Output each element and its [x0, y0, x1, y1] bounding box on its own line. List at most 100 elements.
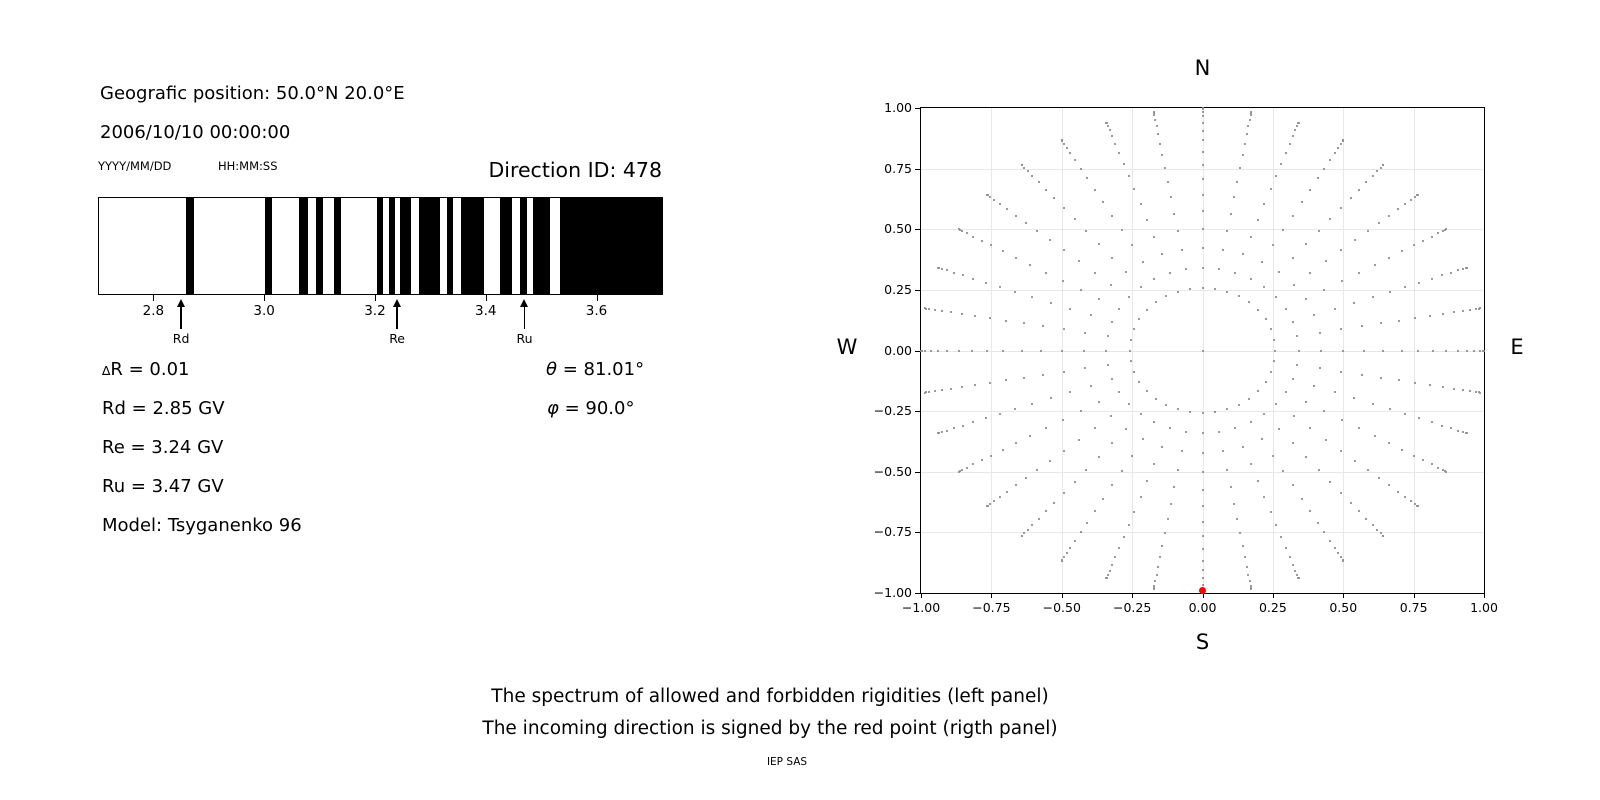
- direction-grid-dot: [1404, 413, 1407, 416]
- direction-grid-dot: [1079, 410, 1082, 413]
- direction-grid-dot: [1277, 270, 1280, 273]
- direction-grid-dot: [921, 349, 924, 352]
- direction-grid-dot: [1152, 110, 1155, 113]
- y-axis-tick-label: −1.00: [873, 585, 912, 600]
- direction-grid-dot: [1201, 110, 1204, 113]
- direction-grid-dot: [980, 459, 983, 462]
- direction-grid-dot: [1237, 295, 1240, 298]
- direction-grid-dot: [1053, 501, 1056, 504]
- direction-grid-dot: [1428, 315, 1431, 317]
- direction-grid-dot: [1053, 197, 1056, 200]
- direction-grid-dot: [972, 235, 975, 238]
- y-axis-tick: [915, 411, 920, 413]
- direction-grid-dot: [945, 429, 948, 432]
- direction-grid-dot: [1445, 349, 1448, 352]
- direction-grid-dot: [1284, 390, 1287, 393]
- direction-grid-dot: [1139, 413, 1142, 416]
- y-axis-tick-label: −0.50: [873, 463, 912, 479]
- y-axis-tick-label: 0.75: [884, 160, 912, 176]
- x-axis-tick: [1061, 593, 1063, 598]
- direction-grid-dot: [1114, 556, 1117, 559]
- direction-grid-dot: [1422, 239, 1425, 242]
- x-axis-tick-label: −0.50: [1042, 600, 1081, 615]
- direction-grid-dot: [1082, 349, 1085, 352]
- direction-grid-dot: [1388, 214, 1391, 217]
- direction-grid-dot: [1044, 188, 1047, 191]
- direction-grid-dot: [1441, 385, 1444, 388]
- forbidden-band: [377, 198, 384, 294]
- direction-grid-dot: [974, 315, 977, 317]
- direction-grid-dot: [925, 391, 928, 394]
- direction-grid-dot: [1360, 373, 1363, 376]
- direction-grid-dot: [1249, 584, 1252, 587]
- direction-grid-dot: [1417, 193, 1420, 196]
- direction-grid-dot: [1309, 510, 1312, 513]
- direction-grid-dot: [1105, 349, 1108, 352]
- x-axis-tick-label: 3.6: [585, 303, 608, 319]
- direction-grid-dot: [998, 203, 1001, 206]
- forbidden-band: [315, 198, 323, 294]
- direction-grid-dot: [1062, 207, 1065, 210]
- direction-grid-dot: [1105, 121, 1108, 124]
- direction-grid-dot: [924, 307, 927, 310]
- direction-grid-dot: [1049, 459, 1052, 462]
- direction-grid-dot: [1222, 248, 1225, 251]
- direction-grid-dot: [1146, 480, 1149, 483]
- direction-grid-dot: [1073, 218, 1076, 221]
- direction-grid-dot: [989, 195, 992, 198]
- direction-grid-dot: [1097, 242, 1100, 245]
- direction-grid-dot: [1401, 448, 1404, 451]
- direction-grid-dot: [1042, 373, 1045, 376]
- phi-value-text: φ = 90.0°: [547, 398, 635, 419]
- direction-grid-dot: [1159, 556, 1162, 559]
- direction-grid-dot: [972, 421, 975, 424]
- rd-value-text: Rd = 2.85 GV: [102, 398, 225, 419]
- x-axis-tick: [1132, 593, 1134, 598]
- direction-grid-dot: [1469, 390, 1472, 393]
- direction-grid-dot: [1093, 188, 1096, 191]
- y-axis-tick: [915, 532, 920, 534]
- direction-grid-dot: [1249, 277, 1252, 280]
- direction-grid-dot: [1323, 288, 1326, 291]
- direction-grid-dot: [1138, 318, 1141, 321]
- direction-grid-dot: [1409, 500, 1412, 503]
- direction-grid-dot: [933, 308, 936, 311]
- caption-line-1: The spectrum of allowed and forbidden ri…: [491, 686, 1049, 707]
- direction-grid-dot: [989, 317, 992, 320]
- direction-grid-dot: [1097, 456, 1100, 459]
- direction-grid-dot: [1160, 445, 1163, 448]
- marker-arrow-head: [176, 299, 185, 307]
- y-axis-tick: [915, 229, 920, 231]
- direction-grid-dot: [1397, 319, 1400, 322]
- direction-grid-dot: [1441, 230, 1444, 233]
- direction-grid-dot: [1146, 218, 1149, 221]
- direction-grid-dot: [1413, 195, 1416, 198]
- direction-grid-dot: [1466, 432, 1469, 435]
- direction-grid-dot: [1297, 577, 1300, 580]
- direction-grid-dot: [1373, 435, 1376, 438]
- direction-grid-dot: [1301, 200, 1304, 203]
- direction-grid-dot: [1139, 495, 1142, 498]
- direction-grid-dot: [1037, 517, 1040, 520]
- direction-grid-dot: [1282, 469, 1285, 472]
- direction-grid-dot: [1450, 427, 1453, 430]
- direction-grid-dot: [1275, 174, 1278, 177]
- y-axis-tick: [915, 593, 920, 594]
- direction-grid-dot: [1201, 470, 1204, 473]
- direction-grid-dot: [1413, 317, 1416, 320]
- direction-grid-dot: [1180, 450, 1183, 453]
- direction-grid-dot: [1031, 402, 1034, 405]
- direction-grid-dot: [1184, 267, 1187, 270]
- direction-grid-dot: [1152, 588, 1155, 591]
- direction-grid-dot: [1477, 391, 1480, 394]
- direction-grid-dot: [1376, 170, 1379, 173]
- direction-grid-dot: [1005, 319, 1008, 322]
- direction-grid-dot: [1296, 335, 1299, 338]
- direction-grid-dot: [1201, 115, 1204, 118]
- direction-grid-dot: [1340, 249, 1343, 252]
- direction-grid-dot: [1274, 349, 1277, 352]
- direction-grid-dot: [990, 244, 993, 247]
- direction-grid-dot: [1271, 454, 1274, 457]
- x-axis-tick: [374, 295, 376, 301]
- direction-grid-dot: [1145, 309, 1148, 312]
